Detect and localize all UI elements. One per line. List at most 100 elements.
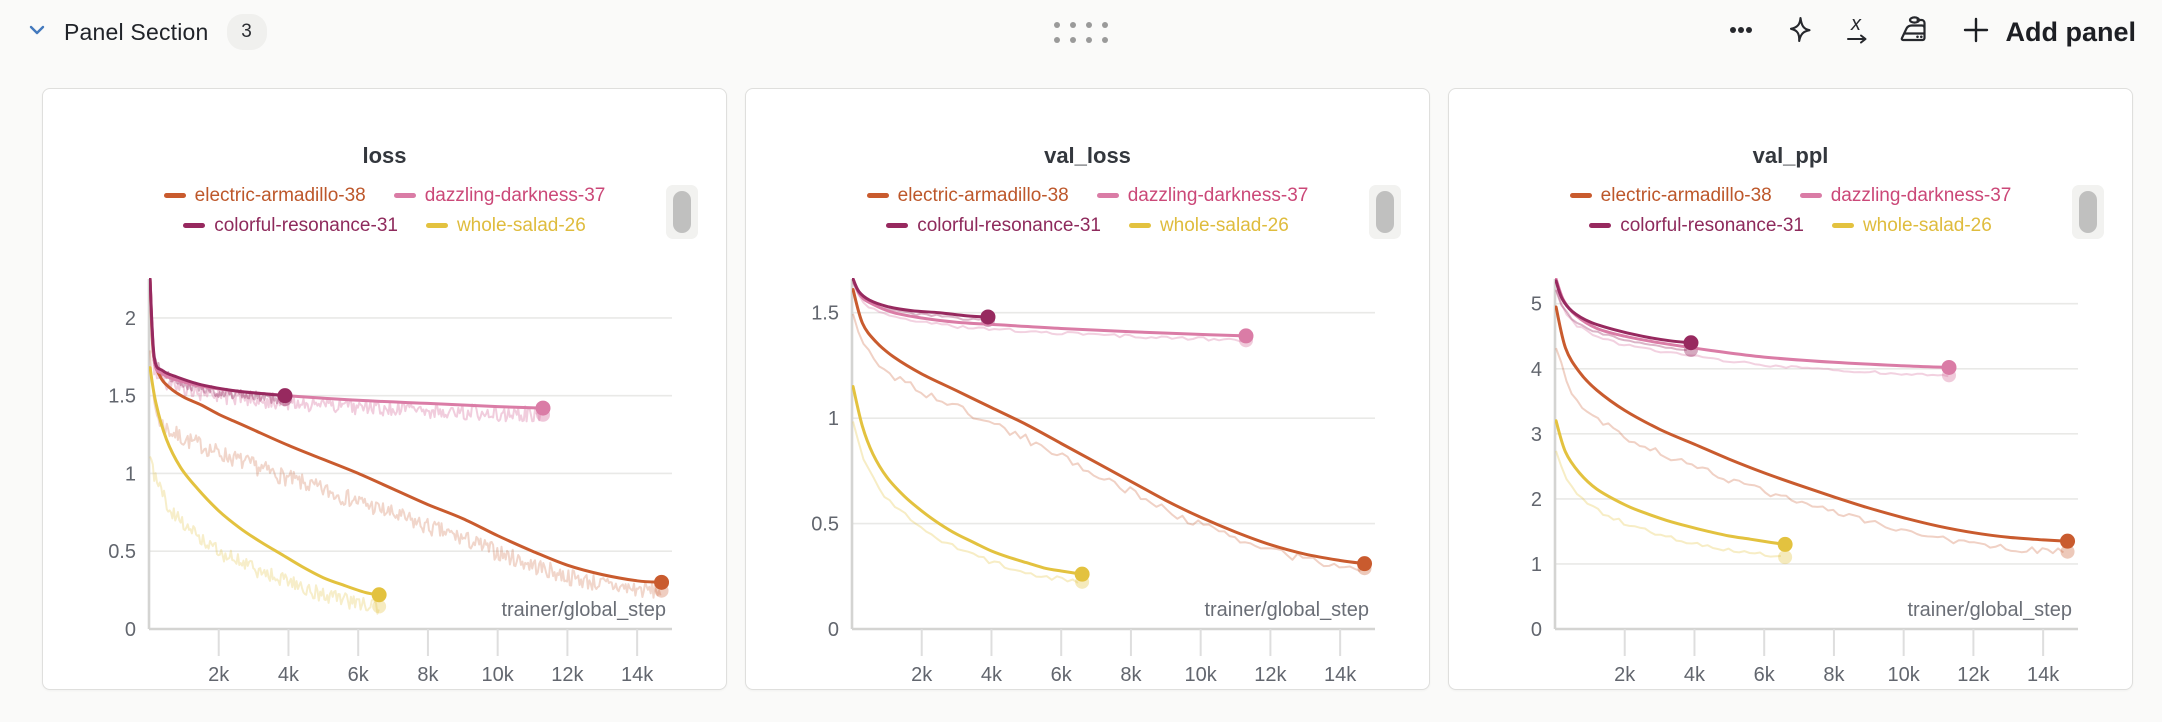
svg-text:0: 0 xyxy=(125,619,136,641)
svg-text:8k: 8k xyxy=(1120,664,1142,686)
legend-item-dazzling-darkness-37[interactable]: dazzling-darkness-37 xyxy=(1799,181,2012,210)
series-line-colorful-resonance-31 xyxy=(1555,279,1693,345)
legend-item-whole-salad-26[interactable]: whole-salad-26 xyxy=(1831,211,1992,240)
chart-legend: electric-armadillo-38 dazzling-darkness-3… xyxy=(43,181,726,240)
svg-text:14k: 14k xyxy=(621,664,654,686)
svg-text:12k: 12k xyxy=(1254,664,1287,686)
end-dot-whole-salad-26 xyxy=(1074,566,1090,582)
legend-scrollbar[interactable] xyxy=(2072,185,2104,239)
legend-label: whole-salad-26 xyxy=(1862,214,1992,236)
svg-text:2k: 2k xyxy=(208,664,230,686)
sparkle-icon xyxy=(1783,14,1815,51)
svg-text:4k: 4k xyxy=(1684,664,1706,686)
drag-handle-icon[interactable] xyxy=(1054,22,1108,43)
x-axis-label: trainer/global_step xyxy=(1204,599,1369,621)
legend-item-colorful-resonance-31[interactable]: colorful-resonance-31 xyxy=(183,211,398,240)
svg-text:12k: 12k xyxy=(1957,664,1990,686)
chart-legend: electric-armadillo-38 dazzling-darkness-3… xyxy=(1449,181,2132,240)
svg-text:1: 1 xyxy=(125,463,136,485)
axes xyxy=(1553,279,2078,656)
legend-item-whole-salad-26[interactable]: whole-salad-26 xyxy=(425,211,586,240)
end-dot-whole-salad-26 xyxy=(371,587,387,603)
tick-labels: 0 1 2 3 4 5 2k 4k 6k 8k 10k 12k 14k xyxy=(1531,294,2060,686)
legend-swatch xyxy=(886,223,909,228)
raw-line-whole-salad-26 xyxy=(852,421,1079,584)
svg-text:6k: 6k xyxy=(348,664,370,686)
x-axis-settings-button[interactable]: x xyxy=(1835,10,1879,54)
legend-scrollbar-thumb[interactable] xyxy=(673,191,691,233)
svg-text:6k: 6k xyxy=(1051,664,1073,686)
legend-label: electric-armadillo-38 xyxy=(1600,184,1772,206)
raw-end-dot-whole-salad-26 xyxy=(372,599,387,614)
add-panel-label: Add panel xyxy=(2005,16,2136,47)
legend-item-colorful-resonance-31[interactable]: colorful-resonance-31 xyxy=(886,211,1101,240)
legend-item-electric-armadillo-38[interactable]: electric-armadillo-38 xyxy=(866,181,1069,210)
ellipsis-icon xyxy=(1726,15,1756,50)
raw-line-dazzling-darkness-37 xyxy=(149,292,543,423)
panel-section-header: Panel Section 3 x xyxy=(0,0,2162,88)
end-dot-dazzling-darkness-37 xyxy=(1238,328,1254,344)
series-line-dazzling-darkness-37 xyxy=(149,278,545,410)
legend-swatch xyxy=(866,193,889,198)
legend-scrollbar[interactable] xyxy=(666,185,698,239)
legend-label: colorful-resonance-31 xyxy=(214,214,398,236)
panel-card-val-ppl: val_ppl electric-armadillo-38 dazzling-da… xyxy=(1448,88,2133,690)
legend-scrollbar-thumb[interactable] xyxy=(2079,191,2097,233)
svg-text:2: 2 xyxy=(125,308,136,330)
legend-label: electric-armadillo-38 xyxy=(897,184,1069,206)
svg-text:8k: 8k xyxy=(417,664,439,686)
x-axis-label: trainer/global_step xyxy=(1907,599,2072,621)
legend-label: whole-salad-26 xyxy=(1159,214,1289,236)
plot-area xyxy=(1555,278,2076,565)
svg-text:x: x xyxy=(1850,13,1862,35)
raw-line-electric-armadillo-38 xyxy=(1555,347,2065,555)
svg-text:1: 1 xyxy=(828,408,839,430)
smoothing-settings-button[interactable] xyxy=(1893,10,1937,54)
legend-scrollbar[interactable] xyxy=(1369,185,1401,239)
legend-scrollbar-thumb[interactable] xyxy=(1376,191,1394,233)
legend-label: dazzling-darkness-37 xyxy=(1830,184,2012,206)
val-ppl-chart-plot[interactable]: 0 1 2 3 4 5 2k 4k 6k 8k 10k 12k 14k trainer/global_st… xyxy=(1449,249,2132,689)
collapse-section-button[interactable] xyxy=(24,19,50,45)
legend-item-whole-salad-26[interactable]: whole-salad-26 xyxy=(1128,211,1289,240)
plot-area xyxy=(149,278,670,615)
end-dot-colorful-resonance-31 xyxy=(1683,335,1699,351)
val-loss-chart-plot[interactable]: 0 0.5 1 1.5 2k 4k 6k 8k 10k 12k 14k trainer/global_… xyxy=(746,249,1429,689)
raw-end-dot-electric-armadillo-38 xyxy=(2060,544,2075,559)
svg-text:0: 0 xyxy=(828,619,839,641)
svg-text:0.5: 0.5 xyxy=(811,514,839,536)
panel-grid: loss electric-armadillo-38 dazzling-darkn… xyxy=(42,88,2133,690)
legend-row: electric-armadillo-38 dazzling-darkness-3… xyxy=(150,181,620,210)
svg-text:14k: 14k xyxy=(1324,664,1357,686)
legend-swatch xyxy=(1128,223,1151,228)
svg-text:12k: 12k xyxy=(551,664,584,686)
overflow-menu-button[interactable] xyxy=(1719,10,1763,54)
legend-swatch xyxy=(163,193,186,198)
legend-label: colorful-resonance-31 xyxy=(917,214,1101,236)
raw-line-dazzling-darkness-37 xyxy=(852,282,1246,343)
end-dot-electric-armadillo-38 xyxy=(654,574,670,590)
legend-item-dazzling-darkness-37[interactable]: dazzling-darkness-37 xyxy=(393,181,606,210)
end-dot-colorful-resonance-31 xyxy=(277,388,293,404)
legend-label: whole-salad-26 xyxy=(456,214,586,236)
svg-text:4k: 4k xyxy=(278,664,300,686)
svg-text:10k: 10k xyxy=(1888,664,1921,686)
legend-item-colorful-resonance-31[interactable]: colorful-resonance-31 xyxy=(1589,211,1804,240)
chart-legend: electric-armadillo-38 dazzling-darkness-3… xyxy=(746,181,1429,240)
series-line-dazzling-darkness-37 xyxy=(852,278,1248,338)
add-panel-button[interactable]: Add panel xyxy=(1961,15,2136,50)
legend-item-electric-armadillo-38[interactable]: electric-armadillo-38 xyxy=(163,181,366,210)
iron-icon xyxy=(1897,12,1933,53)
svg-text:2k: 2k xyxy=(911,664,933,686)
legend-item-electric-armadillo-38[interactable]: electric-armadillo-38 xyxy=(1569,181,1772,210)
series-line-electric-armadillo-38 xyxy=(149,278,663,584)
loss-chart-plot[interactable]: 0 0.5 1 1.5 2 2k 4k 6k 8k 10k 12k 14k trainer/global… xyxy=(43,249,726,689)
quick-add-button[interactable] xyxy=(1777,10,1821,54)
end-dot-electric-armadillo-38 xyxy=(1357,556,1373,572)
raw-line-dazzling-darkness-37 xyxy=(1555,288,1949,378)
series-line-electric-armadillo-38 xyxy=(852,288,1366,566)
legend-item-dazzling-darkness-37[interactable]: dazzling-darkness-37 xyxy=(1096,181,1308,210)
legend-label: dazzling-darkness-37 xyxy=(424,184,606,206)
x-axis-label: trainer/global_step xyxy=(501,599,666,621)
x-axis-icon: x xyxy=(1840,13,1874,52)
